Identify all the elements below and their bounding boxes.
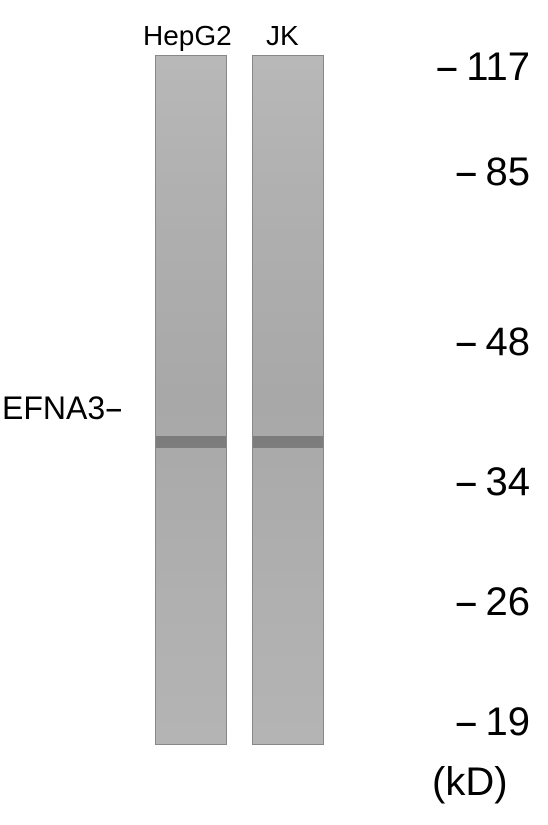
marker-19: -- 19 <box>455 700 530 745</box>
marker-value: 117 <box>466 45 530 90</box>
target-label-text: EFNA3 <box>2 390 105 427</box>
lane-label-jk: JK <box>266 20 299 52</box>
marker-tick: -- <box>455 150 474 195</box>
marker-value: 19 <box>486 700 531 745</box>
marker-34: -- 34 <box>455 460 530 505</box>
band-jk <box>253 436 323 448</box>
marker-tick: -- <box>455 700 474 745</box>
marker-85: -- 85 <box>455 150 530 195</box>
marker-value: 48 <box>486 320 531 365</box>
marker-tick: -- <box>455 320 474 365</box>
marker-value: 34 <box>486 460 531 505</box>
lane-label-hepg2: HepG2 <box>143 20 232 52</box>
marker-tick: -- <box>436 45 455 90</box>
band-hepg2 <box>156 436 226 448</box>
marker-117: -- 117 <box>436 45 530 90</box>
lane-jk <box>252 55 324 745</box>
marker-tick: -- <box>455 580 474 625</box>
marker-tick: -- <box>455 460 474 505</box>
marker-value: 85 <box>486 150 531 195</box>
lane-hepg2 <box>155 55 227 745</box>
marker-value: 26 <box>486 580 531 625</box>
marker-26: -- 26 <box>455 580 530 625</box>
unit-label: (kD) <box>432 760 508 805</box>
marker-48: -- 48 <box>455 320 530 365</box>
target-label: EFNA3-- <box>2 390 118 427</box>
target-label-tick: -- <box>105 390 118 427</box>
blot-container: HepG2 JK EFNA3-- -- 117 -- 85 -- 48 -- 3… <box>0 0 548 825</box>
